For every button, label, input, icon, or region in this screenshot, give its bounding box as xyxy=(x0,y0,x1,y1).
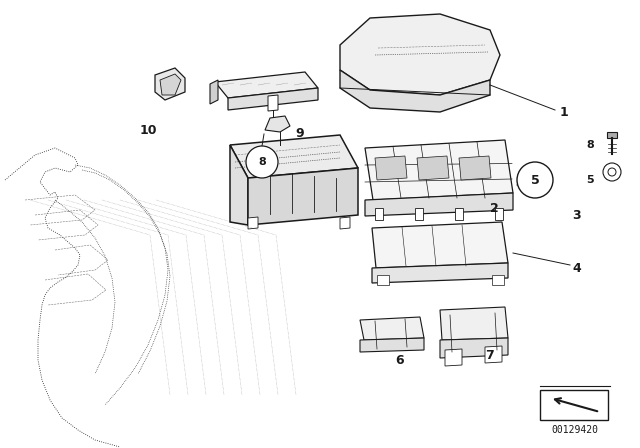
Polygon shape xyxy=(440,307,508,340)
Polygon shape xyxy=(265,116,290,132)
Polygon shape xyxy=(340,217,350,229)
Text: 10: 10 xyxy=(140,124,157,137)
Polygon shape xyxy=(375,156,407,180)
Polygon shape xyxy=(607,132,617,138)
Polygon shape xyxy=(248,168,358,225)
Polygon shape xyxy=(230,135,358,178)
Polygon shape xyxy=(365,193,513,216)
Text: 9: 9 xyxy=(296,126,304,139)
Polygon shape xyxy=(440,338,508,358)
Circle shape xyxy=(246,146,278,178)
Polygon shape xyxy=(155,68,185,100)
Polygon shape xyxy=(417,156,449,180)
Polygon shape xyxy=(492,275,504,285)
Polygon shape xyxy=(230,145,248,225)
Polygon shape xyxy=(495,208,503,220)
Polygon shape xyxy=(248,217,258,229)
Text: 2: 2 xyxy=(490,202,499,215)
Polygon shape xyxy=(455,208,463,220)
Text: 3: 3 xyxy=(572,208,580,221)
Polygon shape xyxy=(372,263,508,283)
Text: 7: 7 xyxy=(486,349,494,362)
Polygon shape xyxy=(375,208,383,220)
Polygon shape xyxy=(459,156,491,180)
Text: 8: 8 xyxy=(586,140,594,150)
Polygon shape xyxy=(160,74,181,95)
Polygon shape xyxy=(360,317,424,340)
Bar xyxy=(540,390,608,420)
Polygon shape xyxy=(445,349,462,366)
Text: 1: 1 xyxy=(560,105,569,119)
Polygon shape xyxy=(268,95,278,111)
Text: 6: 6 xyxy=(396,353,404,366)
Polygon shape xyxy=(340,14,500,95)
Polygon shape xyxy=(340,70,490,112)
Circle shape xyxy=(608,168,616,176)
Polygon shape xyxy=(485,346,502,363)
Polygon shape xyxy=(360,338,424,352)
Text: 8: 8 xyxy=(258,157,266,167)
Text: 5: 5 xyxy=(586,175,594,185)
Text: 5: 5 xyxy=(531,173,540,186)
Polygon shape xyxy=(215,72,318,98)
Circle shape xyxy=(603,163,621,181)
Polygon shape xyxy=(228,88,318,110)
Text: 00129420: 00129420 xyxy=(552,425,598,435)
Polygon shape xyxy=(210,80,218,104)
Polygon shape xyxy=(377,275,389,285)
Polygon shape xyxy=(415,208,423,220)
Polygon shape xyxy=(372,222,508,268)
Polygon shape xyxy=(365,140,513,200)
Circle shape xyxy=(517,162,553,198)
Text: 4: 4 xyxy=(572,262,580,275)
